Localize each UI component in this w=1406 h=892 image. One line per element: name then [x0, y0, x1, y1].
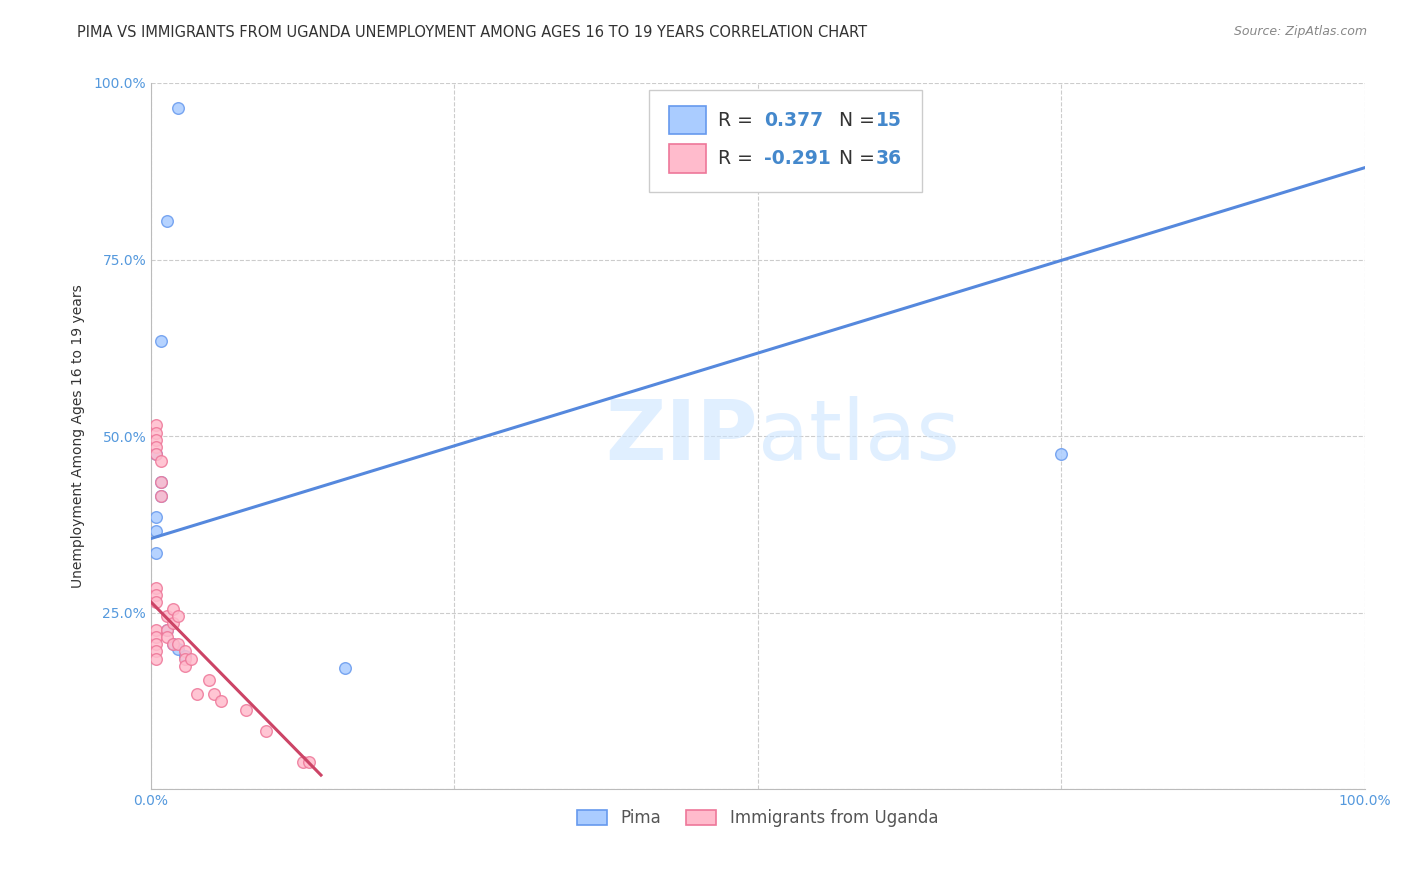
Point	[145, 588, 167, 602]
Point	[162, 616, 184, 631]
Point	[186, 687, 208, 701]
Text: atlas: atlas	[758, 395, 960, 476]
Point	[254, 724, 277, 739]
Point	[198, 673, 221, 687]
Point	[156, 624, 179, 638]
Point	[145, 546, 167, 560]
Point	[156, 631, 179, 645]
Point	[145, 440, 167, 454]
Point	[145, 418, 167, 433]
Point	[145, 595, 167, 609]
Point	[166, 609, 188, 624]
Point	[162, 637, 184, 651]
Point	[166, 637, 188, 651]
Text: -0.291: -0.291	[763, 149, 831, 168]
Point	[211, 694, 233, 708]
Point	[156, 609, 179, 624]
Text: 0.377: 0.377	[763, 111, 823, 130]
Text: ZIP: ZIP	[606, 395, 758, 476]
Point	[145, 510, 167, 524]
Point	[291, 756, 314, 770]
Point	[145, 651, 167, 665]
Text: 15: 15	[876, 111, 901, 130]
Point	[174, 644, 197, 658]
Text: N =: N =	[827, 111, 882, 130]
Point	[145, 637, 167, 651]
Point	[145, 447, 167, 461]
Point	[166, 642, 188, 657]
Point	[174, 658, 197, 673]
Point	[145, 447, 167, 461]
Point	[202, 687, 225, 701]
Point	[149, 454, 172, 468]
FancyBboxPatch shape	[669, 145, 706, 173]
Point	[149, 489, 172, 503]
FancyBboxPatch shape	[648, 90, 922, 193]
Text: Source: ZipAtlas.com: Source: ZipAtlas.com	[1233, 25, 1367, 38]
Point	[149, 475, 172, 489]
Y-axis label: Unemployment Among Ages 16 to 19 years: Unemployment Among Ages 16 to 19 years	[72, 285, 86, 588]
Text: R =: R =	[718, 111, 759, 130]
Point	[149, 334, 172, 348]
Legend: Pima, Immigrants from Uganda: Pima, Immigrants from Uganda	[571, 803, 945, 834]
Point	[145, 425, 167, 440]
Point	[335, 661, 357, 675]
Point	[166, 101, 188, 115]
Point	[298, 756, 321, 770]
Point	[145, 524, 167, 539]
Text: 36: 36	[876, 149, 901, 168]
Point	[145, 433, 167, 447]
Point	[1050, 447, 1073, 461]
Point	[156, 213, 179, 227]
Point	[145, 644, 167, 658]
Point	[149, 489, 172, 503]
Point	[145, 631, 167, 645]
Point	[174, 651, 197, 665]
Point	[149, 475, 172, 489]
FancyBboxPatch shape	[669, 106, 706, 135]
Point	[235, 703, 257, 717]
Text: PIMA VS IMMIGRANTS FROM UGANDA UNEMPLOYMENT AMONG AGES 16 TO 19 YEARS CORRELATIO: PIMA VS IMMIGRANTS FROM UGANDA UNEMPLOYM…	[77, 25, 868, 40]
Text: R =: R =	[718, 149, 759, 168]
Point	[162, 602, 184, 616]
Point	[180, 651, 202, 665]
Point	[145, 581, 167, 595]
Text: N =: N =	[827, 149, 882, 168]
Point	[145, 624, 167, 638]
Point	[174, 649, 197, 664]
Point	[162, 637, 184, 651]
Point	[156, 624, 179, 638]
